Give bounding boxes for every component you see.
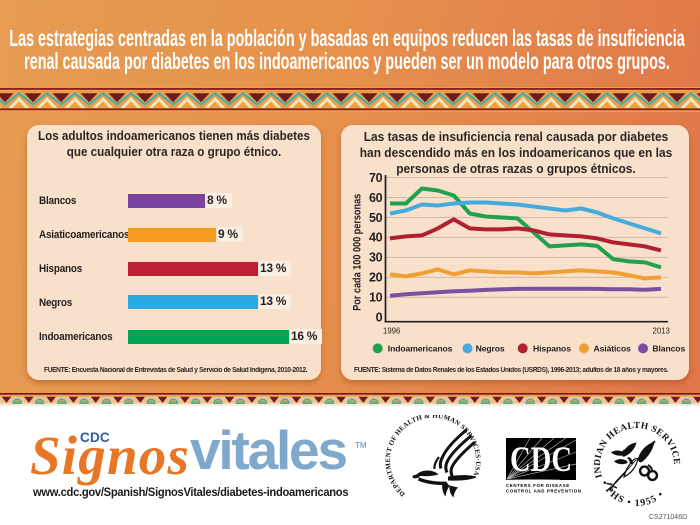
svg-text:Indoamericanos: Indoamericanos [388, 344, 453, 354]
svg-text:DEPARTMENT OF HEALTH & HUMAN S: DEPARTMENT OF HEALTH & HUMAN SERVICES·US… [385, 415, 481, 497]
svg-text:Por cada 100 000 personas: Por cada 100 000 personas [351, 194, 363, 311]
svg-text:CDC: CDC [510, 439, 572, 479]
svg-text:Blancos: Blancos [652, 344, 685, 354]
svg-text:0: 0 [376, 311, 383, 325]
svg-text:20: 20 [369, 271, 383, 285]
svg-text:30: 30 [369, 251, 383, 265]
svg-text:2013: 2013 [653, 327, 670, 336]
svg-text:Hispanos: Hispanos [533, 344, 571, 354]
svg-text:CENTERS FOR DISEASE: CENTERS FOR DISEASE [506, 483, 570, 488]
svg-text:INDIAN HEALTH SERVICE: INDIAN HEALTH SERVICE [593, 421, 681, 479]
svg-text:40: 40 [369, 231, 383, 245]
svg-text:CONTROL AND PREVENTION: CONTROL AND PREVENTION [506, 489, 582, 494]
svg-text:70: 70 [369, 171, 383, 185]
svg-text:10: 10 [369, 291, 383, 305]
svg-text:1996: 1996 [383, 327, 400, 336]
svg-text:60: 60 [369, 191, 383, 205]
svg-text:Negros: Negros [476, 344, 505, 354]
svg-text:Asiáticos: Asiáticos [594, 344, 632, 354]
svg-text:50: 50 [369, 211, 383, 225]
